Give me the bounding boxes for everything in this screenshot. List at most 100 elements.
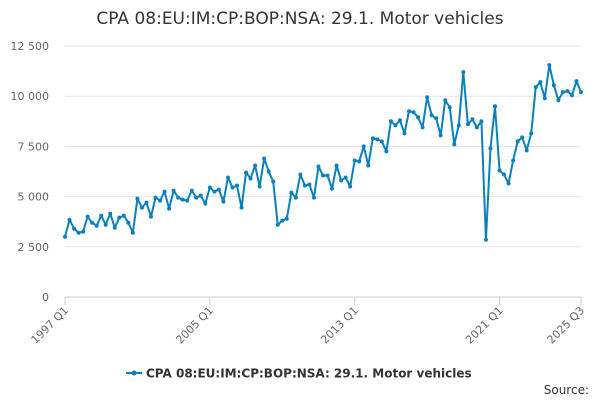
- data-point[interactable]: [235, 183, 239, 188]
- data-point[interactable]: [253, 163, 258, 168]
- data-point[interactable]: [289, 190, 294, 195]
- data-point[interactable]: [388, 119, 393, 124]
- data-point[interactable]: [321, 173, 325, 178]
- data-point[interactable]: [579, 90, 583, 95]
- data-point[interactable]: [420, 125, 425, 130]
- data-point[interactable]: [529, 131, 534, 136]
- data-point[interactable]: [361, 144, 366, 149]
- data-point[interactable]: [343, 175, 348, 180]
- data-point[interactable]: [493, 104, 497, 109]
- data-point[interactable]: [375, 137, 380, 142]
- data-point[interactable]: [149, 214, 153, 219]
- data-point[interactable]: [569, 93, 574, 98]
- data-point[interactable]: [280, 218, 285, 223]
- data-point[interactable]: [506, 181, 511, 186]
- data-point[interactable]: [207, 185, 212, 190]
- data-point[interactable]: [370, 136, 375, 141]
- data-point[interactable]: [85, 214, 90, 219]
- data-point[interactable]: [425, 95, 430, 100]
- data-point[interactable]: [520, 135, 525, 140]
- data-point[interactable]: [366, 163, 371, 168]
- data-point[interactable]: [212, 189, 217, 194]
- data-point[interactable]: [511, 158, 516, 163]
- data-point[interactable]: [63, 234, 67, 239]
- data-point[interactable]: [126, 220, 131, 225]
- data-point[interactable]: [384, 149, 389, 154]
- data-point[interactable]: [198, 193, 203, 198]
- data-point[interactable]: [72, 226, 77, 231]
- data-point[interactable]: [216, 187, 221, 192]
- data-point[interactable]: [325, 173, 330, 178]
- data-point[interactable]: [556, 98, 561, 103]
- data-point[interactable]: [167, 206, 172, 211]
- data-point[interactable]: [407, 109, 411, 114]
- data-point[interactable]: [144, 200, 149, 205]
- data-point[interactable]: [551, 83, 556, 88]
- data-point[interactable]: [560, 90, 565, 95]
- data-point[interactable]: [81, 229, 86, 234]
- data-point[interactable]: [470, 117, 475, 122]
- data-point[interactable]: [488, 146, 493, 151]
- data-point[interactable]: [189, 188, 194, 193]
- data-point[interactable]: [416, 115, 421, 120]
- data-point[interactable]: [130, 230, 135, 235]
- data-point[interactable]: [135, 196, 140, 201]
- data-point[interactable]: [67, 217, 72, 222]
- data-point[interactable]: [203, 201, 208, 206]
- data-point[interactable]: [461, 70, 466, 75]
- data-point[interactable]: [284, 216, 289, 221]
- data-point[interactable]: [275, 222, 280, 227]
- data-point[interactable]: [307, 182, 312, 187]
- data-point[interactable]: [483, 237, 488, 242]
- data-point[interactable]: [402, 131, 407, 136]
- data-point[interactable]: [334, 163, 339, 168]
- data-point[interactable]: [244, 170, 249, 175]
- data-point[interactable]: [565, 89, 570, 94]
- data-point[interactable]: [121, 213, 126, 218]
- data-point[interactable]: [162, 189, 167, 194]
- data-point[interactable]: [474, 125, 479, 130]
- data-point[interactable]: [117, 215, 122, 220]
- data-point[interactable]: [316, 164, 321, 169]
- data-point[interactable]: [185, 198, 190, 203]
- data-point[interactable]: [262, 156, 267, 161]
- data-point[interactable]: [524, 148, 529, 153]
- data-point[interactable]: [158, 198, 163, 203]
- data-point[interactable]: [330, 186, 335, 191]
- data-point[interactable]: [103, 222, 108, 227]
- data-point[interactable]: [90, 220, 95, 225]
- data-point[interactable]: [176, 195, 181, 200]
- data-point[interactable]: [452, 142, 457, 147]
- data-point[interactable]: [293, 195, 298, 200]
- data-point[interactable]: [379, 139, 384, 144]
- data-point[interactable]: [542, 96, 547, 101]
- data-point[interactable]: [456, 123, 461, 128]
- data-point[interactable]: [497, 168, 502, 173]
- data-point[interactable]: [221, 199, 226, 204]
- data-point[interactable]: [171, 188, 176, 193]
- data-point[interactable]: [538, 80, 543, 85]
- data-point[interactable]: [348, 184, 353, 189]
- data-point[interactable]: [443, 98, 448, 103]
- data-point[interactable]: [429, 113, 434, 118]
- data-point[interactable]: [411, 110, 416, 115]
- data-point[interactable]: [434, 116, 439, 121]
- data-point[interactable]: [112, 225, 117, 230]
- data-point[interactable]: [76, 230, 81, 235]
- data-point[interactable]: [515, 139, 520, 144]
- data-point[interactable]: [298, 172, 303, 177]
- data-point[interactable]: [339, 178, 344, 183]
- data-point[interactable]: [352, 158, 357, 163]
- data-point[interactable]: [153, 195, 158, 200]
- data-point[interactable]: [438, 133, 443, 138]
- data-point[interactable]: [393, 123, 398, 128]
- data-point[interactable]: [180, 197, 185, 202]
- data-point[interactable]: [99, 213, 104, 218]
- data-point[interactable]: [94, 223, 99, 228]
- data-point[interactable]: [302, 183, 307, 188]
- legend[interactable]: CPA 08:EU:IM:CP:BOP:NSA: 29.1. Motor veh…: [126, 367, 472, 381]
- data-point[interactable]: [194, 195, 199, 200]
- data-point[interactable]: [225, 175, 230, 180]
- data-point[interactable]: [397, 118, 402, 123]
- data-point[interactable]: [533, 85, 538, 90]
